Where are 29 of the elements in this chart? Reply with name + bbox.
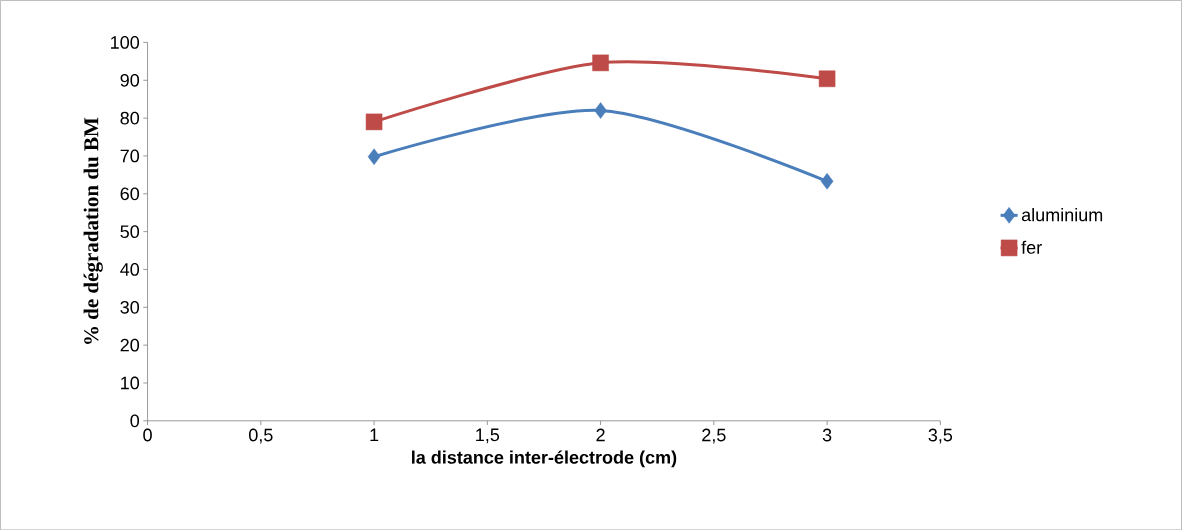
- y-tick-label: 60: [120, 187, 140, 201]
- y-tick-label: 0: [130, 414, 140, 428]
- y-tick-label: 90: [120, 73, 140, 87]
- x-tick-label: 1: [370, 428, 379, 441]
- y-tick-label: 50: [120, 225, 140, 238]
- x-tick-label: 0,5: [249, 428, 273, 444]
- point: [820, 172, 834, 190]
- x-tick-label: 2,5: [702, 428, 726, 444]
- x-tick-label: 1,5: [476, 428, 500, 444]
- x-tick-label: 3,5: [928, 428, 953, 444]
- x-axis-title: la distance inter-électrode (cm): [412, 450, 677, 468]
- y-tick-label: 70: [120, 149, 140, 163]
- y-tick-label: 30: [120, 300, 140, 314]
- point: [818, 70, 836, 87]
- x-tick-label: 0: [143, 428, 152, 442]
- x-tick-label: 3: [822, 428, 832, 442]
- y-tick-label: 40: [120, 262, 140, 276]
- legend-label: fer: [1021, 240, 1042, 254]
- y-tick-label: 80: [120, 111, 140, 125]
- y-axis-title: % de dégradation du BM: [83, 117, 103, 344]
- y-tick-label: 20: [120, 338, 140, 352]
- point: [594, 102, 607, 119]
- y-tick-label: 100: [111, 35, 140, 49]
- x-tick-label: 2: [596, 428, 605, 442]
- y-tick-label: 10: [121, 376, 140, 390]
- legend-label: aluminium: [1021, 207, 1103, 222]
- point: [365, 113, 383, 130]
- point: [367, 148, 381, 165]
- point: [592, 54, 609, 71]
